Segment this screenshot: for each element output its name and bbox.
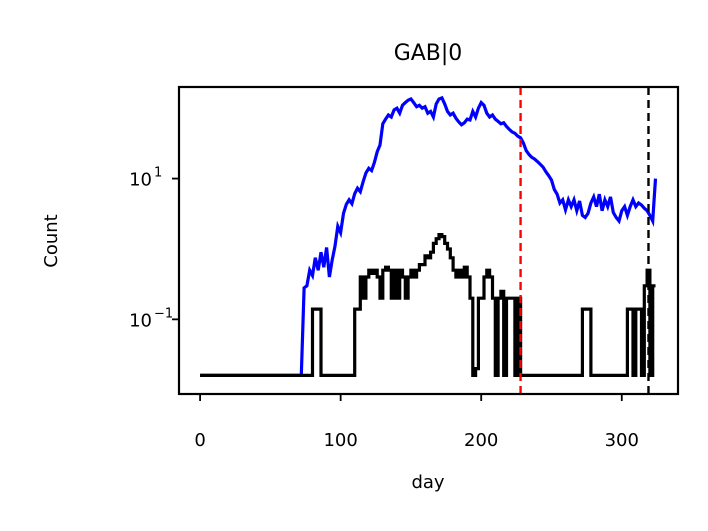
x-axis-label: day	[411, 472, 444, 493]
x-axis: 0 100 200 300	[194, 394, 639, 451]
x-tick-label: 200	[464, 430, 498, 451]
series-line-1	[200, 95, 658, 377]
y-axis-label: Count	[41, 214, 62, 267]
x-tick-label: 300	[605, 430, 639, 451]
x-tick-label: 100	[323, 430, 357, 451]
plot-area	[200, 87, 658, 394]
series-line-2	[200, 233, 656, 377]
y-tick-label: 10	[129, 310, 152, 331]
chart-title: GAB|0	[394, 41, 463, 66]
x-tick-label: 0	[194, 430, 205, 451]
y-tick-exponent: −1	[154, 306, 173, 321]
plot-frame	[177, 85, 680, 396]
y-tick-label: 10	[129, 170, 152, 191]
y-tick-exponent: 1	[154, 166, 162, 181]
